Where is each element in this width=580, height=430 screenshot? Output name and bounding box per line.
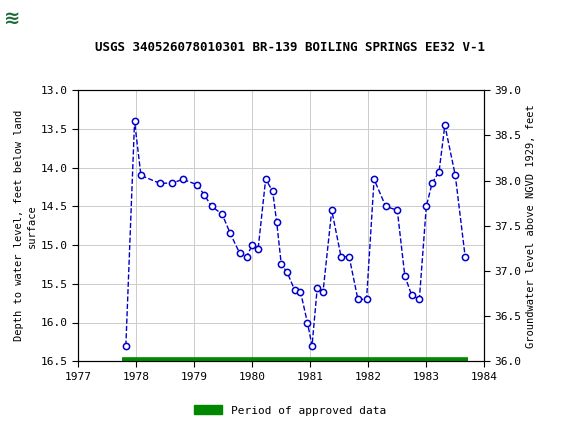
Text: ≋: ≋ bbox=[4, 9, 20, 28]
Legend: Period of approved data: Period of approved data bbox=[190, 401, 390, 420]
Y-axis label: Groundwater level above NGVD 1929, feet: Groundwater level above NGVD 1929, feet bbox=[526, 104, 536, 347]
Bar bbox=[2, 3, 51, 34]
Text: USGS 340526078010301 BR-139 BOILING SPRINGS EE32 V-1: USGS 340526078010301 BR-139 BOILING SPRI… bbox=[95, 41, 485, 54]
Text: USGS: USGS bbox=[55, 9, 110, 27]
Y-axis label: Depth to water level, feet below land
surface: Depth to water level, feet below land su… bbox=[13, 110, 37, 341]
